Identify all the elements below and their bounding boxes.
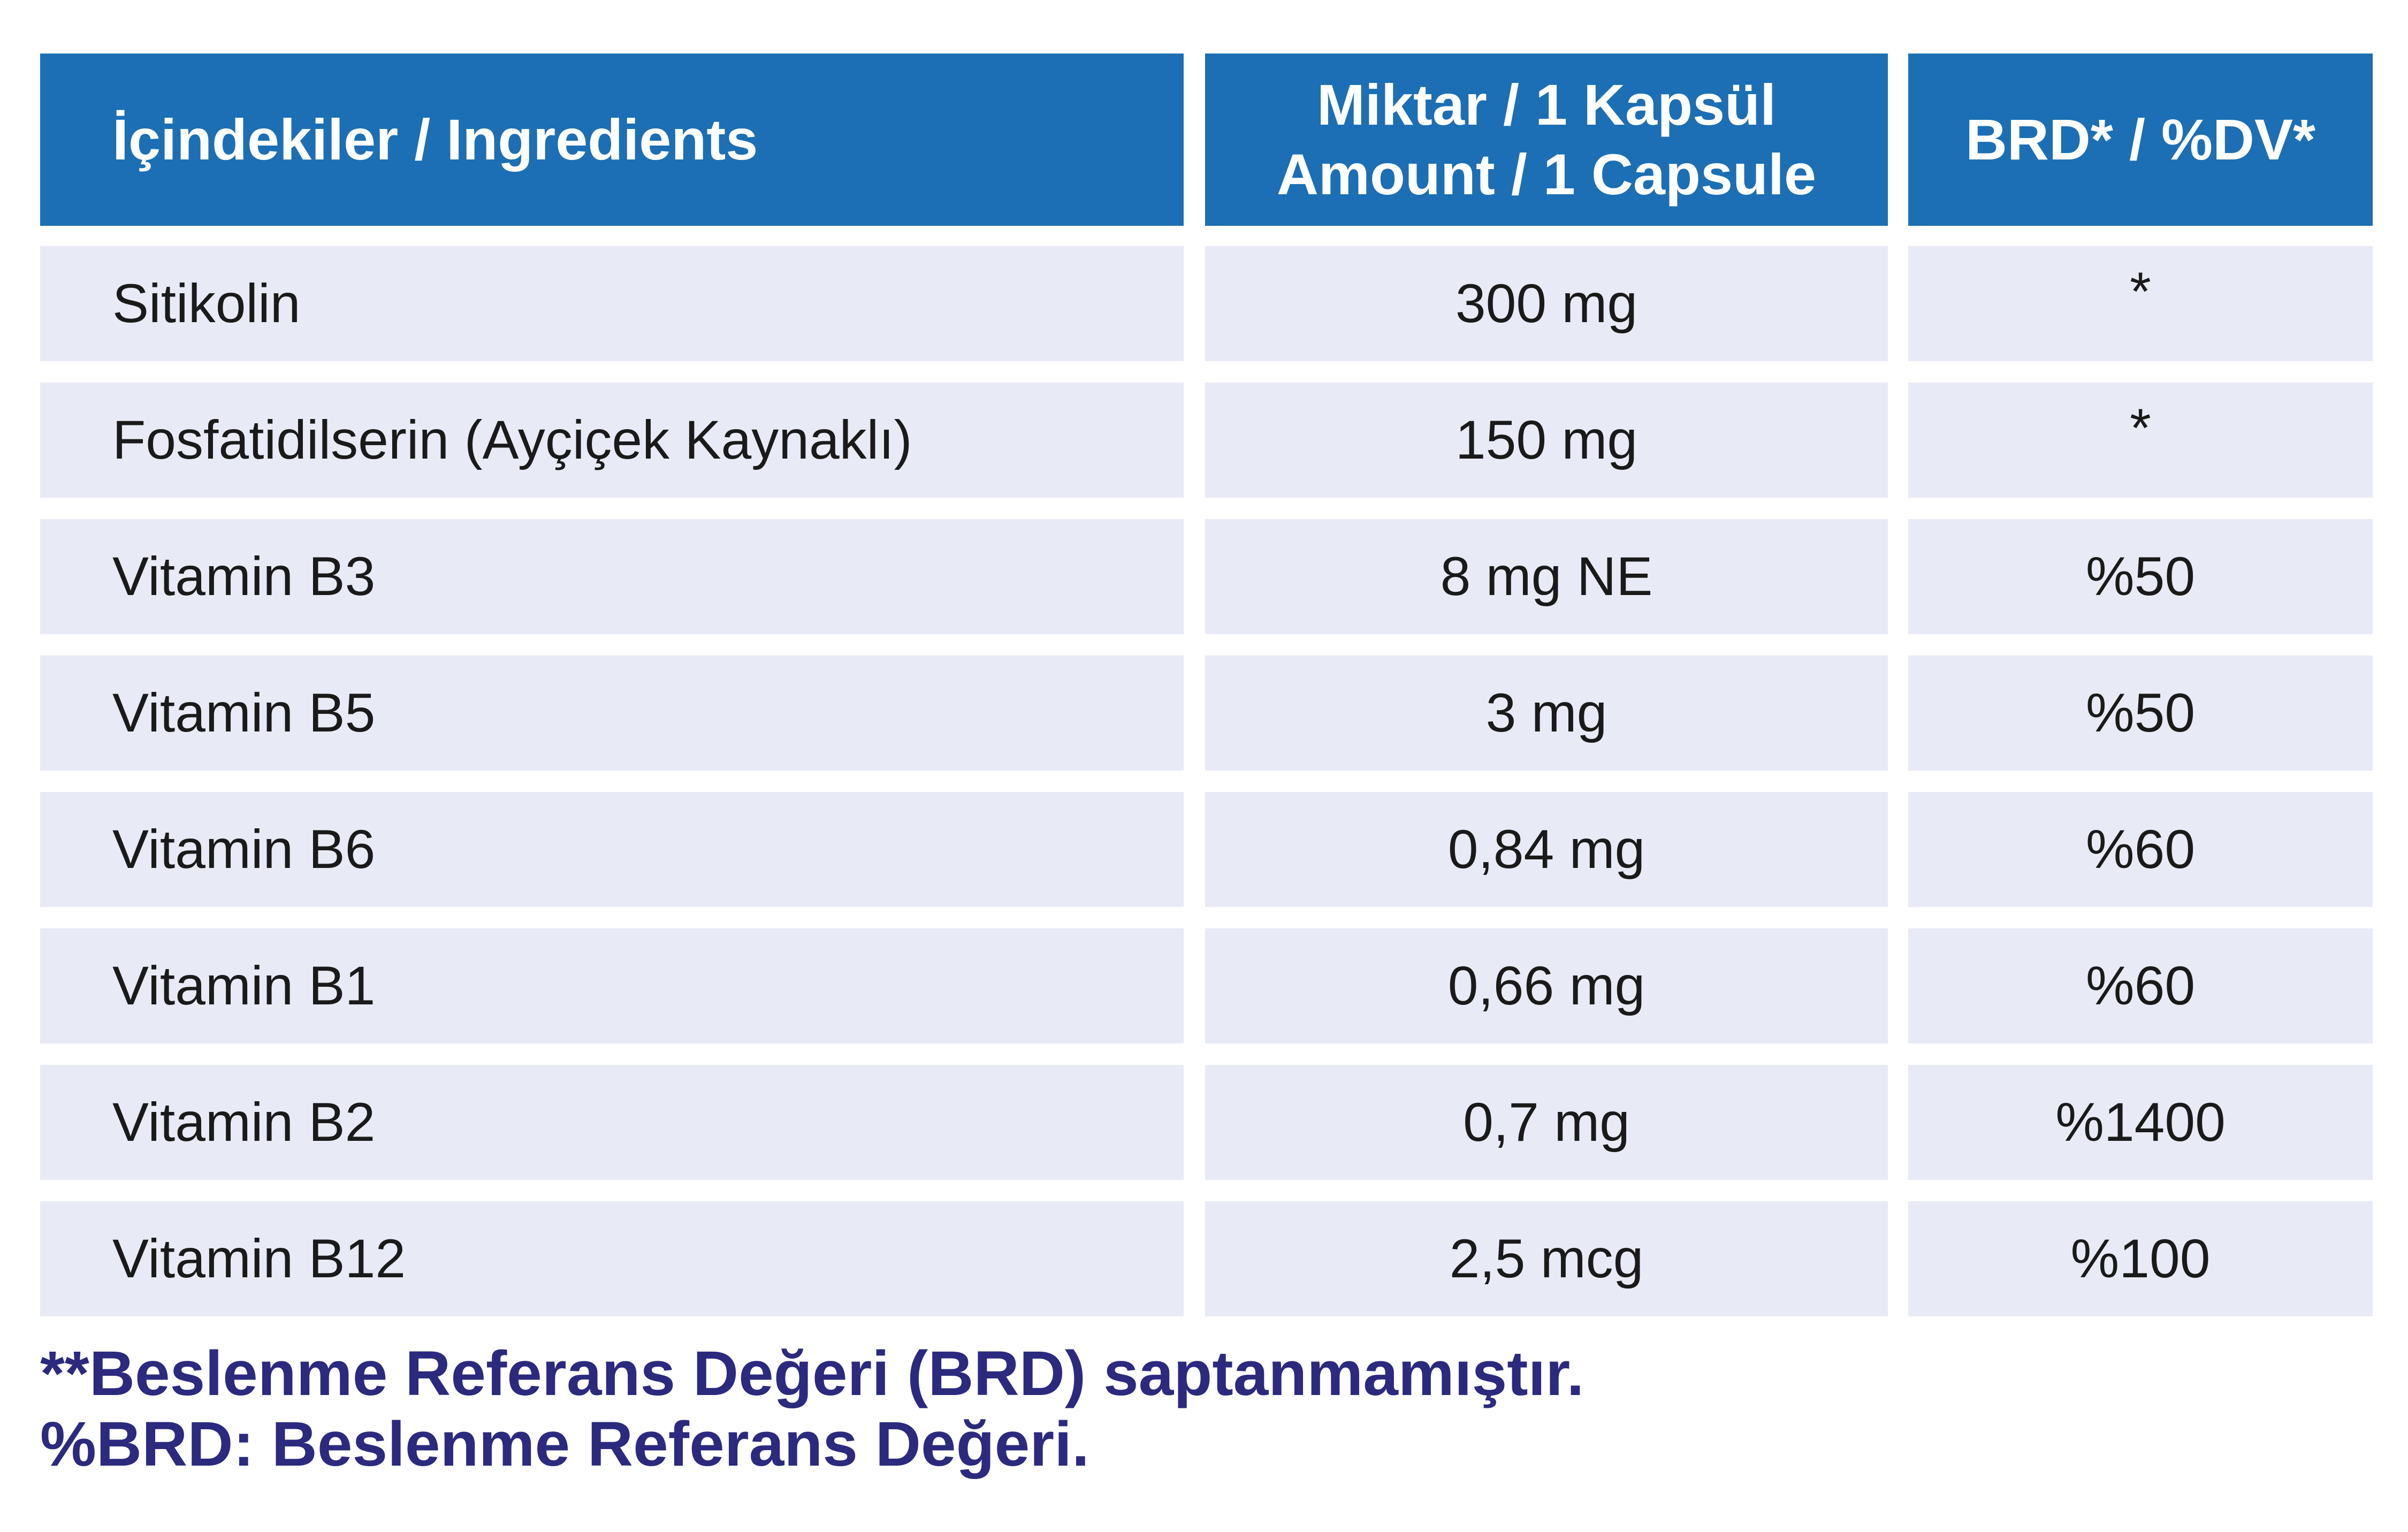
ingredient-amount: 2,5 mcg [1449, 1228, 1644, 1289]
ingredient-dv: * [2130, 261, 2151, 322]
table-row-amount: 8 mg NE [1205, 519, 1888, 634]
header-ingredients-label: İçindekiler / Ingredients [112, 107, 758, 172]
ingredient-amount: 0,66 mg [1447, 955, 1645, 1016]
table-row-dv: %60 [1908, 792, 2373, 907]
header-amount-label-tr: Miktar / 1 Kapsül [1316, 72, 1777, 138]
table-row-ingredient: Fosfatidilserin (Ayçiçek Kaynaklı) [40, 383, 1184, 498]
table-row-amount: 150 mg [1205, 383, 1888, 498]
table-row-ingredient: Vitamin B5 [40, 656, 1184, 771]
ingredient-dv: %50 [2085, 682, 2196, 743]
ingredient-amount: 8 mg NE [1440, 546, 1653, 607]
header-amount-label-en: Amount / 1 Capsule [1276, 142, 1817, 207]
ingredient-name: Vitamin B1 [112, 955, 376, 1016]
table-row-amount: 2,5 mcg [1205, 1201, 1888, 1316]
ingredient-dv: %100 [2070, 1228, 2211, 1289]
ingredient-amount: 0,7 mg [1463, 1092, 1630, 1153]
header-amount: Miktar / 1 Kapsül Amount / 1 Capsule [1205, 54, 1888, 226]
table-row-amount: 0,66 mg [1205, 928, 1888, 1043]
ingredient-name: Fosfatidilserin (Ayçiçek Kaynaklı) [112, 409, 912, 470]
ingredient-amount: 3 mg [1485, 682, 1607, 743]
ingredient-name: Vitamin B2 [112, 1092, 376, 1153]
table-row-dv: * [1908, 246, 2373, 361]
table-row-ingredient: Vitamin B3 [40, 519, 1184, 634]
table-row-dv: %50 [1908, 519, 2373, 634]
table-row-dv: %100 [1908, 1201, 2373, 1316]
table-row-ingredient: Vitamin B6 [40, 792, 1184, 907]
table-row-ingredient: Vitamin B1 [40, 928, 1184, 1043]
ingredient-amount: 150 mg [1455, 409, 1638, 470]
table-row-ingredient: Vitamin B2 [40, 1065, 1184, 1180]
table-row-dv: * [1908, 383, 2373, 498]
ingredient-amount: 300 mg [1455, 273, 1638, 334]
ingredient-dv: %1400 [2055, 1092, 2226, 1153]
ingredient-name: Vitamin B5 [112, 682, 376, 743]
ingredient-name: Vitamin B3 [112, 546, 376, 607]
footnote-not-established: **Beslenme Referans Değeri (BRD) saptanm… [40, 1338, 1584, 1409]
ingredient-amount: 0,84 mg [1447, 819, 1645, 880]
table-row-amount: 300 mg [1205, 246, 1888, 361]
ingredient-dv: %60 [2085, 955, 2196, 1016]
ingredient-dv: %60 [2085, 819, 2196, 880]
table-row-amount: 0,84 mg [1205, 792, 1888, 907]
ingredient-name: Vitamin B12 [112, 1228, 406, 1289]
table-row-ingredient: Sitikolin [40, 246, 1184, 361]
header-dv-label: BRD* / %DV* [1965, 107, 2316, 172]
ingredient-dv: %50 [2085, 546, 2196, 607]
header-ingredients: İçindekiler / Ingredients [40, 54, 1184, 226]
ingredient-name: Vitamin B6 [112, 819, 376, 880]
table-row-dv: %60 [1908, 928, 2373, 1043]
table-row-amount: 3 mg [1205, 656, 1888, 771]
table-row-dv: %1400 [1908, 1065, 2373, 1180]
ingredient-dv: * [2130, 398, 2151, 459]
footnote-brd-definition: %BRD: Beslenme Referans Değeri. [40, 1409, 1089, 1480]
table-row-dv: %50 [1908, 656, 2373, 771]
table-row-ingredient: Vitamin B12 [40, 1201, 1184, 1316]
ingredient-name: Sitikolin [112, 273, 301, 334]
header-dv: BRD* / %DV* [1908, 54, 2373, 226]
table-row-amount: 0,7 mg [1205, 1065, 1888, 1180]
